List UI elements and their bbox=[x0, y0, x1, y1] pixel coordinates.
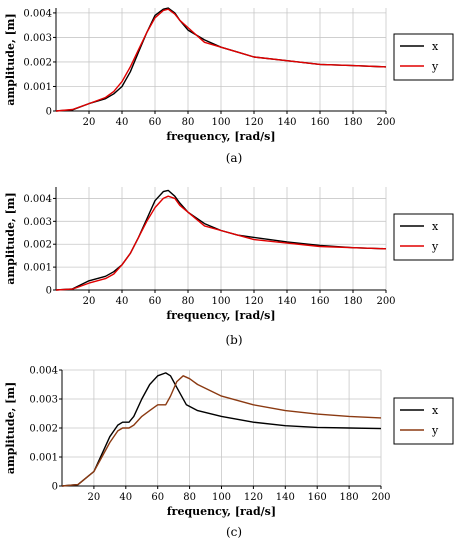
panel-caption: (c) bbox=[226, 525, 242, 539]
legend-label-y: y bbox=[431, 60, 439, 73]
series-line-y bbox=[55, 195, 387, 291]
x-tick-label: 80 bbox=[182, 117, 195, 128]
x-tick-label: 40 bbox=[119, 492, 132, 503]
x-tick-label: 140 bbox=[277, 117, 296, 128]
x-tick-label: 200 bbox=[376, 296, 395, 307]
x-tick-label: 60 bbox=[151, 492, 164, 503]
x-tick-label: 100 bbox=[211, 296, 230, 307]
chart-panel-1: 20 40 60 80 100 120 140 160 180 200 0 0.001 0.002 0.0… bbox=[4, 7, 454, 165]
x-tick-label: 160 bbox=[310, 117, 329, 128]
y-tick-label: 0.001 bbox=[29, 453, 58, 464]
x-tick-label: 20 bbox=[83, 117, 96, 128]
chart-panel-2: 20 40 60 80 100 120 140 160 180 200 0 0.001 0.002 0.0… bbox=[4, 187, 454, 347]
x-tick-label: 180 bbox=[343, 117, 362, 128]
legend-label-x: x bbox=[432, 404, 439, 417]
x-tick-label: 200 bbox=[376, 117, 395, 128]
x-tick-label: 80 bbox=[182, 296, 195, 307]
legend-label-y: y bbox=[431, 240, 439, 253]
y-axis-label: amplitude, [m] bbox=[4, 192, 17, 284]
legend-box bbox=[393, 33, 454, 81]
y-tick-label: 0.002 bbox=[23, 240, 52, 251]
x-tick-label: 180 bbox=[340, 492, 359, 503]
series-line-y bbox=[55, 8, 387, 112]
chart-panel-3: 20 40 60 80 100 120 140 160 180 200 0 0.001 0.002 0.0… bbox=[4, 366, 454, 539]
series-line-x bbox=[55, 189, 387, 291]
x-tick-label: 180 bbox=[343, 296, 362, 307]
x-tick-label: 20 bbox=[83, 296, 96, 307]
y-tick-label: 0 bbox=[52, 482, 58, 493]
x-tick-label: 120 bbox=[244, 117, 263, 128]
x-tick-label: 100 bbox=[212, 492, 231, 503]
x-tick-label: 160 bbox=[310, 296, 329, 307]
x-tick-label: 80 bbox=[183, 492, 196, 503]
legend-label-y: y bbox=[431, 424, 439, 437]
x-axis-label: frequency, [rad/s] bbox=[167, 505, 276, 518]
y-tick-label: 0.002 bbox=[29, 424, 58, 435]
y-tick-label: 0.004 bbox=[23, 194, 52, 205]
y-tick-label: 0.004 bbox=[29, 366, 58, 377]
panel-caption: (b) bbox=[225, 333, 242, 347]
x-tick-label: 140 bbox=[276, 492, 295, 503]
series-line-y bbox=[61, 375, 382, 487]
y-tick-label: 0 bbox=[46, 286, 52, 297]
y-tick-label: 0.003 bbox=[23, 33, 52, 44]
y-tick-label: 0.001 bbox=[23, 263, 52, 274]
x-tick-label: 120 bbox=[244, 296, 263, 307]
series-line-x bbox=[61, 372, 382, 487]
x-tick-label: 100 bbox=[211, 117, 230, 128]
y-axis-label: amplitude, [m] bbox=[4, 382, 17, 474]
legend-label-x: x bbox=[432, 40, 439, 53]
x-tick-label: 40 bbox=[116, 296, 129, 307]
x-tick-label: 20 bbox=[88, 492, 101, 503]
legend-box bbox=[393, 397, 454, 445]
y-axis-label: amplitude, [m] bbox=[4, 13, 17, 105]
x-tick-label: 120 bbox=[244, 492, 263, 503]
x-tick-label: 200 bbox=[371, 492, 390, 503]
x-tick-label: 160 bbox=[308, 492, 327, 503]
y-tick-label: 0.002 bbox=[23, 57, 52, 68]
y-tick-label: 0.004 bbox=[23, 8, 52, 19]
panel-caption: (a) bbox=[226, 151, 243, 165]
x-axis-label: frequency, [rad/s] bbox=[166, 130, 275, 143]
x-tick-label: 40 bbox=[116, 117, 129, 128]
legend-label-x: x bbox=[432, 220, 439, 233]
y-tick-label: 0.003 bbox=[23, 217, 52, 228]
x-axis-label: frequency, [rad/s] bbox=[166, 309, 275, 322]
y-tick-label: 0.003 bbox=[29, 395, 58, 406]
y-tick-label: 0.001 bbox=[23, 82, 52, 93]
x-tick-label: 60 bbox=[149, 296, 162, 307]
x-tick-label: 60 bbox=[149, 117, 162, 128]
legend-box bbox=[393, 213, 454, 261]
y-tick-label: 0 bbox=[46, 107, 52, 118]
x-tick-label: 140 bbox=[277, 296, 296, 307]
